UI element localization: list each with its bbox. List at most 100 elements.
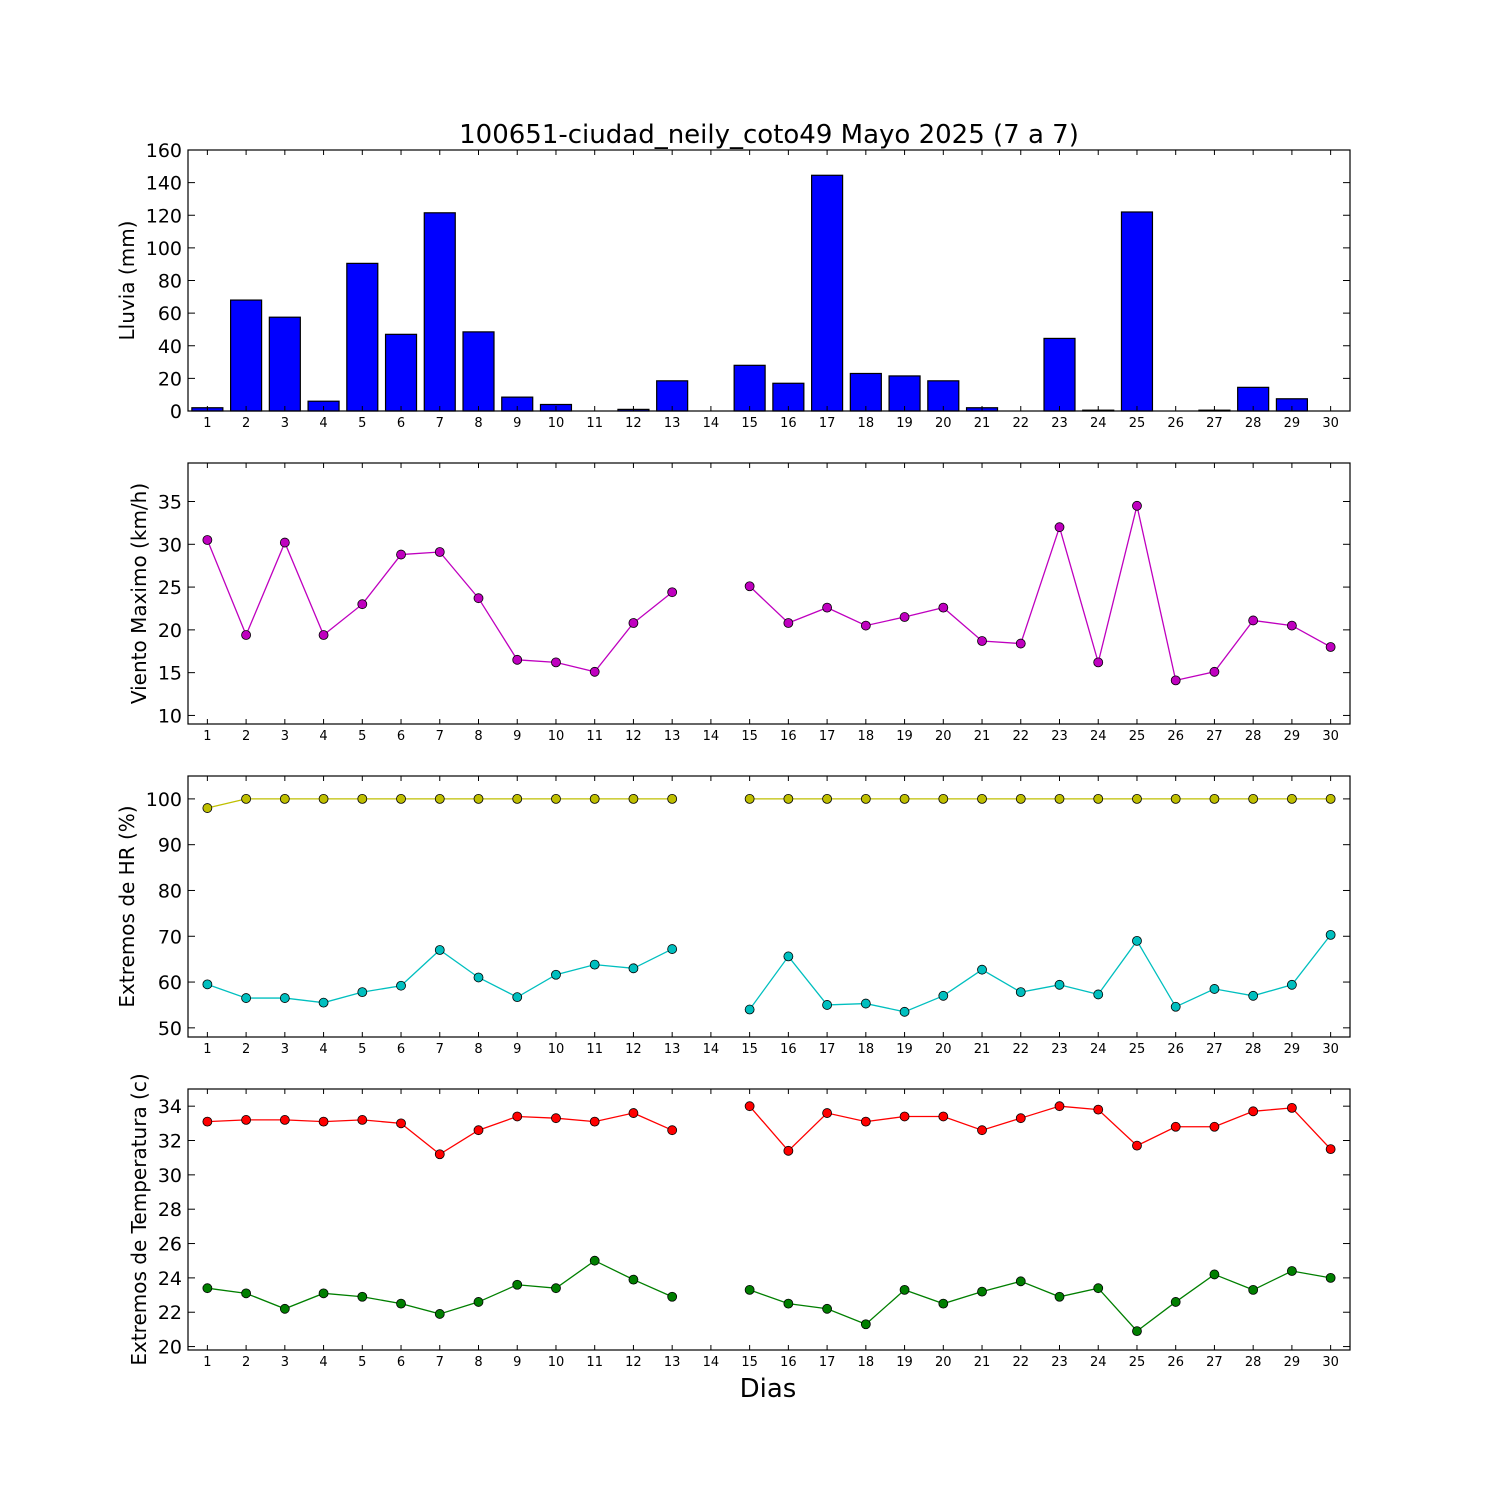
- x-tick-label: 1: [203, 416, 211, 431]
- series-2-point-day-28: [1248, 1285, 1259, 1295]
- series-1-point-day-21: [977, 1125, 987, 1136]
- x-tick-label: 28: [1245, 1355, 1262, 1370]
- x-tick-label: 3: [281, 1042, 289, 1057]
- x-tick-label: 2: [242, 1355, 250, 1370]
- series-1-point-day-3: [279, 793, 290, 804]
- y-tick-label: 100: [146, 789, 182, 811]
- series-1-point-day-9: [512, 654, 523, 665]
- series-2-point-day-16: [783, 951, 794, 962]
- y-tick-label: 22: [158, 1302, 182, 1324]
- series-1-point-day-2: [241, 793, 252, 804]
- x-tick-label: 23: [1051, 1355, 1068, 1370]
- series-1-point-day-28: [1248, 793, 1259, 804]
- figure-title: 100651-ciudad_neily_coto49 Mayo 2025 (7 …: [459, 120, 1079, 150]
- series-2-point-day-25: [1132, 935, 1142, 946]
- series-2-point-day-23: [1054, 1291, 1065, 1302]
- series-2-point-day-15: [744, 1004, 755, 1015]
- series-1-point-day-8: [473, 593, 484, 604]
- series-1-point-day-9: [512, 1111, 523, 1122]
- series-1-point-day-12: [628, 1108, 639, 1118]
- series-1-point-day-8: [473, 793, 484, 804]
- y-tick-label: 20: [158, 620, 182, 642]
- series-2-point-day-29: [1287, 979, 1297, 990]
- rain-bar-day-2: [230, 299, 263, 412]
- x-tick-label: 26: [1167, 416, 1184, 431]
- x-tick-label: 25: [1129, 1355, 1146, 1370]
- panel-1: 1 2 3 4 5 6 7 8 9 10 11 12 13 14 15 16 17 18 19 20 21 22 23 24 2…: [115, 140, 1351, 431]
- x-tick-label: 14: [703, 1355, 720, 1370]
- x-tick-label: 13: [664, 1355, 681, 1370]
- x-tick-label: 28: [1245, 1042, 1262, 1057]
- x-tick-label: 24: [1090, 729, 1107, 744]
- series-2-point-day-4: [318, 1288, 329, 1299]
- series-2-point-day-6: [396, 1298, 406, 1309]
- series-2-point-day-20: [938, 1298, 949, 1309]
- series-2-point-day-27: [1209, 1269, 1220, 1280]
- rain-bar-day-13: [656, 380, 689, 412]
- series-1-point-day-19: [899, 612, 910, 622]
- panel-3: 1 2 3 4 5 6 7 8 9 10 11 12 13 14 15 16 17 18 19 20 21 22 23 24 2…: [115, 775, 1351, 1057]
- series-2-point-day-22: [1015, 1276, 1026, 1287]
- series-2-point-day-7: [434, 1309, 445, 1319]
- x-tick-label: 17: [819, 416, 836, 431]
- rain-bar-day-15: [733, 364, 766, 412]
- series-1-point-day-19: [899, 1111, 910, 1122]
- series-2-point-day-19: [899, 1006, 910, 1017]
- series-2-point-day-13: [667, 944, 678, 954]
- x-tick-label: 22: [1012, 416, 1029, 431]
- series-1-point-day-25: [1132, 500, 1142, 511]
- y-tick-label: 40: [158, 336, 182, 358]
- series-1-point-day-28: [1248, 1106, 1259, 1117]
- y-axis-label: Viento Maximo (km/h): [127, 483, 151, 704]
- x-tick-label: 17: [819, 729, 836, 744]
- series-1-point-day-2: [241, 630, 252, 640]
- y-tick-label: 0: [170, 401, 182, 423]
- y-tick-label: 32: [158, 1131, 182, 1153]
- x-tick-label: 29: [1284, 1355, 1301, 1370]
- x-tick-label: 15: [741, 729, 758, 744]
- y-tick-label: 20: [158, 1337, 182, 1359]
- series-1-point-day-22: [1015, 638, 1026, 649]
- x-tick-label: 20: [935, 416, 952, 431]
- x-tick-label: 27: [1206, 416, 1223, 431]
- series-2-line-segment-2: [749, 1270, 1331, 1332]
- series-2-point-day-18: [860, 1319, 871, 1330]
- series-2-point-day-25: [1132, 1326, 1142, 1337]
- rain-bar-day-5: [346, 262, 379, 412]
- x-tick-label: 15: [741, 416, 758, 431]
- x-tick-label: 27: [1206, 729, 1223, 744]
- x-tick-label: 7: [436, 729, 444, 744]
- x-tick-label: 14: [703, 729, 720, 744]
- series-1-point-day-11: [589, 793, 600, 804]
- x-tick-label: 23: [1051, 729, 1068, 744]
- series-2-point-day-17: [822, 1303, 832, 1314]
- x-tick-label: 29: [1284, 416, 1301, 431]
- series-1-point-day-10: [551, 657, 561, 668]
- series-2-point-day-15: [744, 1285, 755, 1295]
- x-tick-label: 30: [1322, 729, 1339, 744]
- x-tick-label: 24: [1090, 1042, 1107, 1057]
- series-1-point-day-22: [1015, 793, 1026, 804]
- series-1-point-day-13: [667, 1125, 678, 1136]
- x-tick-label: 30: [1322, 416, 1339, 431]
- series-1-point-day-17: [822, 1108, 832, 1118]
- series-1-point-day-30: [1325, 1144, 1336, 1154]
- series-1-point-day-27: [1209, 1121, 1220, 1132]
- series-1-point-day-13: [667, 793, 678, 804]
- x-tick-label: 2: [242, 416, 250, 431]
- y-tick-label: 35: [158, 492, 182, 514]
- series-2-point-day-7: [434, 945, 445, 955]
- y-tick-label: 100: [146, 238, 182, 260]
- x-tick-label: 11: [586, 1042, 603, 1057]
- series-1-point-day-5: [357, 793, 368, 804]
- x-tick-label: 14: [703, 1042, 720, 1057]
- x-tick-label: 12: [625, 729, 642, 744]
- x-tick-label: 21: [974, 729, 991, 744]
- series-1-point-day-7: [434, 1149, 445, 1160]
- y-tick-label: 80: [158, 880, 182, 902]
- x-tick-label: 10: [548, 1042, 565, 1057]
- rain-bar-day-7: [423, 212, 456, 412]
- panel-2: 1 2 3 4 5 6 7 8 9 10 11 12 13 14 15 16 17 18 19 20 21 22 23 24 2…: [127, 462, 1351, 744]
- x-tick-label: 11: [586, 729, 603, 744]
- x-tick-label: 1: [203, 729, 211, 744]
